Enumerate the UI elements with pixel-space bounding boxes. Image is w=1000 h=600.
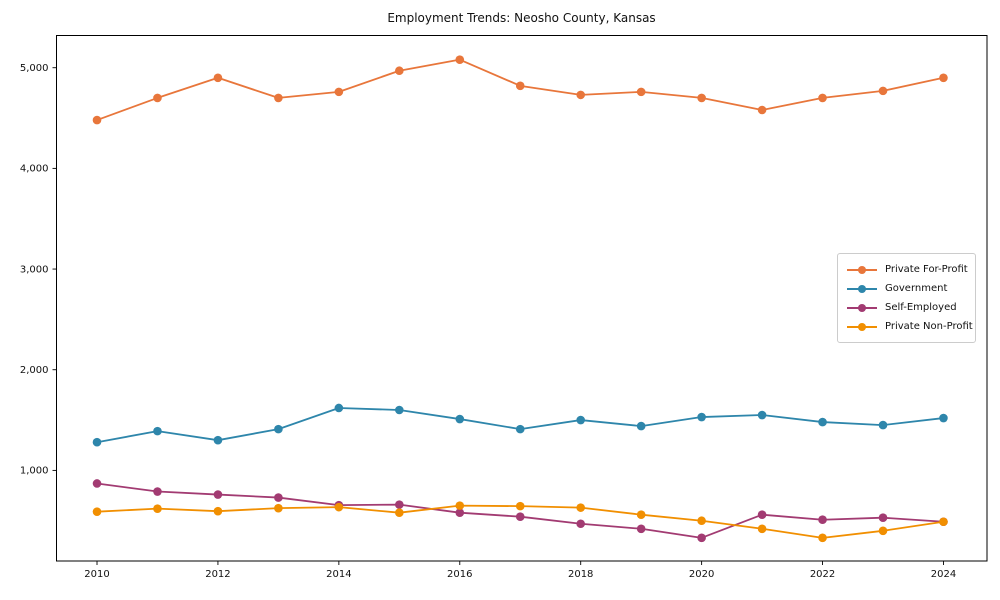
data-point-marker xyxy=(878,86,888,96)
data-point-marker xyxy=(515,501,525,511)
data-point-marker xyxy=(576,503,585,512)
data-point-marker xyxy=(697,533,706,543)
data-point-marker xyxy=(455,501,465,510)
y-axis-tick-label: 5,000 xyxy=(20,63,49,74)
data-point-marker xyxy=(395,500,404,509)
x-axis-tick-label: 2024 xyxy=(931,569,956,580)
legend-item: Private For-Profit xyxy=(847,260,968,279)
data-point-marker xyxy=(757,510,767,519)
y-axis-tick-label: 4,000 xyxy=(20,164,49,175)
legend-item-label: Self-Employed xyxy=(885,302,957,313)
data-point-marker xyxy=(153,93,162,103)
data-point-marker xyxy=(636,421,646,431)
x-axis-tick-label: 2010 xyxy=(84,569,109,580)
legend-marker-icon xyxy=(847,265,877,274)
x-axis-tick-label: 2018 xyxy=(568,569,593,580)
legend-marker-icon xyxy=(847,284,877,293)
data-point-marker xyxy=(939,413,948,423)
data-point-marker xyxy=(213,490,223,499)
legend-dot-icon xyxy=(858,284,866,293)
data-point-marker xyxy=(395,508,404,517)
data-point-marker xyxy=(576,415,585,425)
data-point-marker xyxy=(274,424,283,434)
data-point-marker xyxy=(334,403,344,413)
data-point-marker xyxy=(818,417,827,427)
data-point-marker xyxy=(757,524,767,534)
data-point-marker xyxy=(92,115,102,125)
data-point-marker xyxy=(274,493,283,502)
data-point-marker xyxy=(636,87,646,97)
y-axis-tick-label: 2,000 xyxy=(20,365,49,376)
data-point-marker xyxy=(455,414,465,424)
legend-dot-icon xyxy=(858,265,866,274)
legend-item-label: Government xyxy=(885,283,948,294)
data-point-marker xyxy=(455,55,465,64)
data-point-marker xyxy=(818,533,827,543)
data-point-marker xyxy=(636,510,646,519)
data-point-marker xyxy=(213,73,223,83)
data-point-marker xyxy=(455,508,465,517)
y-axis-tick-label: 1,000 xyxy=(20,466,49,477)
legend-item: Private Non-Profit xyxy=(847,317,973,336)
data-point-marker xyxy=(939,517,948,527)
data-point-marker xyxy=(395,66,404,76)
data-point-marker xyxy=(576,519,585,529)
legend-item-label: Private For-Profit xyxy=(885,264,968,275)
data-point-marker xyxy=(878,513,888,523)
legend-dot-icon xyxy=(858,322,866,331)
series-line xyxy=(96,504,944,539)
legend-item: Self-Employed xyxy=(847,298,967,317)
plot-border xyxy=(56,35,988,562)
data-point-marker xyxy=(818,515,827,525)
x-axis-tick-label: 2022 xyxy=(810,569,835,580)
x-axis-tick-label: 2020 xyxy=(689,569,714,580)
legend-item-label: Private Non-Profit xyxy=(885,321,973,332)
x-axis-tick-label: 2012 xyxy=(205,569,230,580)
data-point-marker xyxy=(92,437,102,447)
legend-marker-icon xyxy=(847,303,877,312)
data-point-marker xyxy=(274,503,283,513)
data-point-marker xyxy=(697,93,706,103)
data-point-marker xyxy=(515,424,525,434)
data-point-marker xyxy=(515,81,525,91)
data-point-marker xyxy=(395,405,404,415)
legend-item: Government xyxy=(847,279,967,298)
data-point-marker xyxy=(878,420,888,430)
data-point-marker xyxy=(92,507,102,516)
chart-title: Employment Trends: Neosho County, Kansas xyxy=(387,11,656,25)
data-point-marker xyxy=(334,502,344,512)
data-point-marker xyxy=(153,426,162,436)
data-point-marker xyxy=(92,479,102,488)
legend: Private For-Profit Government Self-Employe… xyxy=(837,253,976,343)
data-point-marker xyxy=(576,90,585,100)
data-point-marker xyxy=(153,504,162,513)
data-point-marker xyxy=(636,524,646,534)
data-point-marker xyxy=(757,410,767,420)
data-point-marker xyxy=(697,516,706,526)
data-point-marker xyxy=(274,93,283,103)
data-point-marker xyxy=(515,512,525,522)
data-point-marker xyxy=(334,87,344,97)
legend-dot-icon xyxy=(858,303,866,312)
data-point-marker xyxy=(818,93,827,103)
x-axis-tick-label: 2014 xyxy=(326,569,351,580)
legend-marker-icon xyxy=(847,322,877,331)
data-point-marker xyxy=(213,506,223,516)
data-point-marker xyxy=(757,105,767,115)
data-point-marker xyxy=(213,435,223,445)
data-point-marker xyxy=(939,73,948,83)
y-axis-tick-label: 3,000 xyxy=(20,264,49,275)
data-point-marker xyxy=(878,526,888,536)
x-axis-tick-label: 2016 xyxy=(447,569,472,580)
data-point-marker xyxy=(697,412,706,422)
data-point-marker xyxy=(153,487,162,496)
